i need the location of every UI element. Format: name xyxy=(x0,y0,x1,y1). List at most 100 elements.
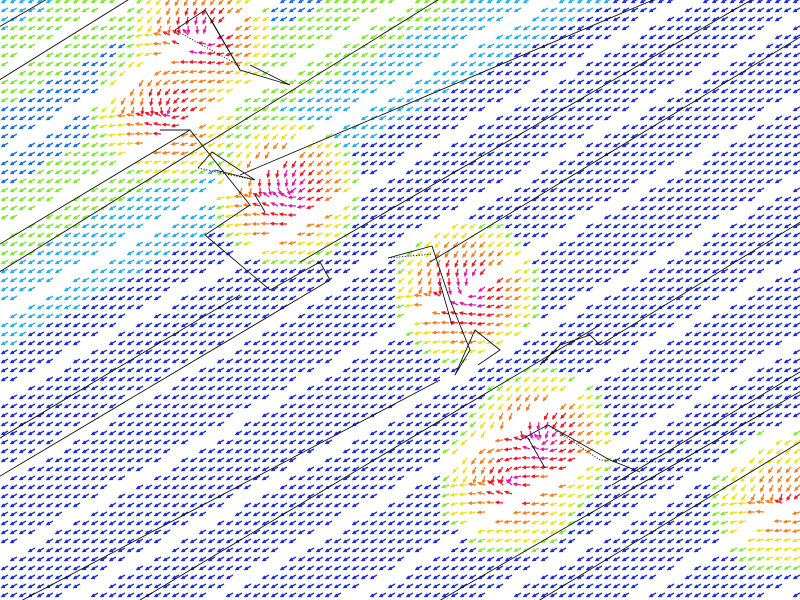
velocity-arrow xyxy=(630,493,639,499)
velocity-arrow xyxy=(360,70,369,76)
velocity-arrow xyxy=(441,439,450,445)
velocity-arrow xyxy=(783,385,792,391)
velocity-arrow xyxy=(81,322,90,328)
velocity-arrow xyxy=(81,34,90,40)
velocity-arrow xyxy=(137,25,144,33)
velocity-arrow xyxy=(738,223,747,229)
velocity-arrow xyxy=(289,187,297,194)
velocity-arrow xyxy=(459,421,468,427)
velocity-arrow xyxy=(720,16,729,22)
velocity-arrow xyxy=(117,457,126,463)
velocity-arrow xyxy=(333,466,342,472)
velocity-arrow xyxy=(693,16,702,22)
velocity-arrow xyxy=(549,88,558,94)
velocity-arrow xyxy=(198,457,207,463)
velocity-arrow xyxy=(9,151,18,157)
velocity-arrow xyxy=(729,394,738,400)
velocity-arrow xyxy=(612,385,621,391)
velocity-arrow xyxy=(621,214,630,220)
velocity-arrow xyxy=(225,412,234,418)
velocity-arrow xyxy=(476,481,486,486)
velocity-arrow xyxy=(666,34,675,40)
velocity-arrow xyxy=(63,0,71,4)
velocity-arrow xyxy=(423,196,432,202)
velocity-arrow xyxy=(0,520,9,526)
velocity-arrow xyxy=(324,250,333,256)
velocity-arrow xyxy=(189,484,198,490)
velocity-arrow xyxy=(333,70,342,76)
velocity-arrow xyxy=(144,421,153,427)
velocity-arrow xyxy=(513,52,522,58)
velocity-arrow xyxy=(351,439,360,445)
velocity-arrow xyxy=(369,25,378,31)
velocity-arrow xyxy=(189,331,198,337)
velocity-arrow xyxy=(774,70,783,76)
velocity-arrow xyxy=(756,268,765,274)
velocity-arrow xyxy=(549,97,558,103)
velocity-arrow xyxy=(270,7,279,13)
velocity-arrow xyxy=(504,547,513,552)
velocity-arrow xyxy=(755,547,765,552)
velocity-arrow xyxy=(90,268,99,274)
velocity-arrow xyxy=(729,403,738,409)
velocity-arrow xyxy=(540,106,549,112)
velocity-arrow xyxy=(612,349,621,355)
velocity-arrow xyxy=(774,115,783,121)
velocity-arrow xyxy=(27,259,36,265)
velocity-arrow xyxy=(621,106,630,112)
velocity-arrow xyxy=(738,115,747,121)
velocity-arrow xyxy=(224,223,234,228)
velocity-arrow xyxy=(261,277,270,283)
velocity-arrow xyxy=(378,115,387,121)
velocity-arrow xyxy=(144,331,153,337)
velocity-arrow xyxy=(0,538,9,544)
velocity-arrow xyxy=(684,97,693,103)
velocity-arrow xyxy=(458,320,468,325)
velocity-arrow xyxy=(435,250,441,259)
velocity-arrow xyxy=(675,376,684,382)
velocity-arrow xyxy=(63,529,72,535)
velocity-arrow xyxy=(756,151,765,157)
velocity-arrow xyxy=(189,475,198,481)
velocity-arrow xyxy=(9,133,18,139)
velocity-arrow xyxy=(432,97,441,103)
velocity-arrow xyxy=(666,556,675,562)
velocity-arrow xyxy=(702,259,711,265)
velocity-arrow xyxy=(54,160,63,166)
velocity-arrow xyxy=(449,310,459,315)
velocity-arrow xyxy=(495,43,504,49)
velocity-arrow xyxy=(729,169,738,175)
velocity-arrow xyxy=(45,187,54,193)
velocity-arrow xyxy=(207,124,216,129)
velocity-arrow xyxy=(351,295,360,301)
velocity-arrow xyxy=(378,511,387,517)
velocity-arrow xyxy=(269,212,279,216)
velocity-arrow xyxy=(513,43,522,49)
velocity-arrow xyxy=(462,466,468,475)
velocity-arrow xyxy=(621,97,630,103)
velocity-arrow xyxy=(153,214,162,220)
velocity-arrow xyxy=(251,212,261,217)
velocity-arrow xyxy=(225,457,234,463)
velocity-arrow xyxy=(258,187,263,197)
velocity-arrow xyxy=(126,25,135,31)
velocity-arrow xyxy=(729,16,738,22)
velocity-arrow xyxy=(666,340,675,346)
velocity-arrow xyxy=(405,52,414,58)
velocity-arrow xyxy=(252,313,261,319)
velocity-arrow xyxy=(520,430,524,440)
velocity-arrow xyxy=(513,304,522,309)
velocity-arrow xyxy=(252,448,261,454)
velocity-arrow xyxy=(288,52,297,58)
velocity-arrow xyxy=(63,475,72,481)
velocity-arrow xyxy=(711,268,720,274)
velocity-arrow xyxy=(342,304,351,310)
velocity-arrow xyxy=(774,151,783,157)
velocity-arrow xyxy=(675,475,684,481)
velocity-arrow xyxy=(333,295,342,301)
velocity-arrow xyxy=(630,43,639,49)
velocity-arrow xyxy=(162,349,171,355)
velocity-arrow xyxy=(454,259,459,268)
velocity-arrow xyxy=(791,520,800,524)
velocity-arrow xyxy=(711,151,720,157)
